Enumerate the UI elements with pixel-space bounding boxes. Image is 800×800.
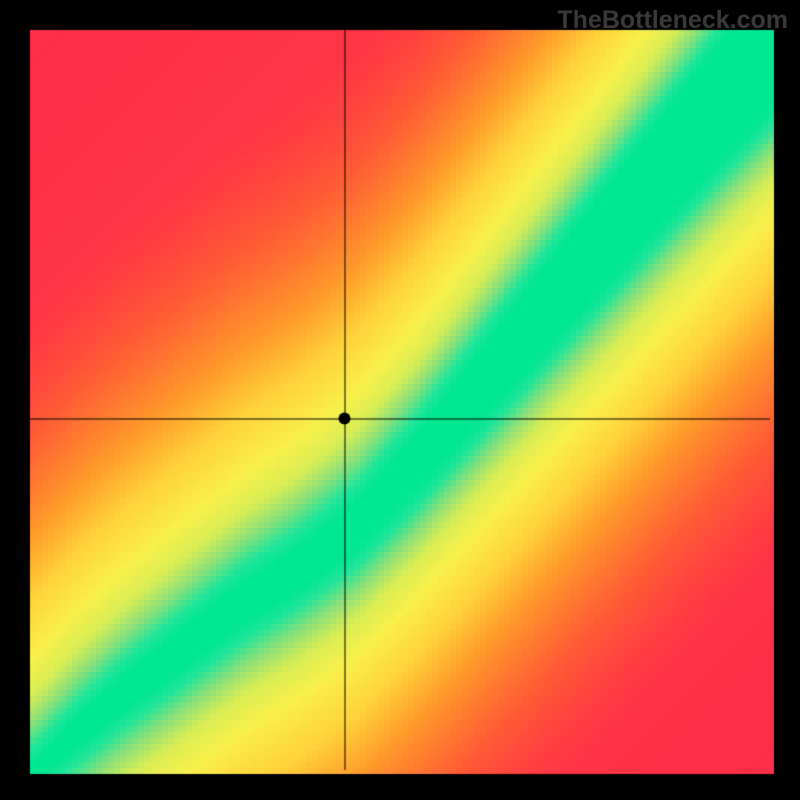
watermark-text: TheBottleneck.com xyxy=(557,6,788,35)
chart-container: TheBottleneck.com xyxy=(0,0,800,800)
bottleneck-heatmap xyxy=(0,0,800,800)
